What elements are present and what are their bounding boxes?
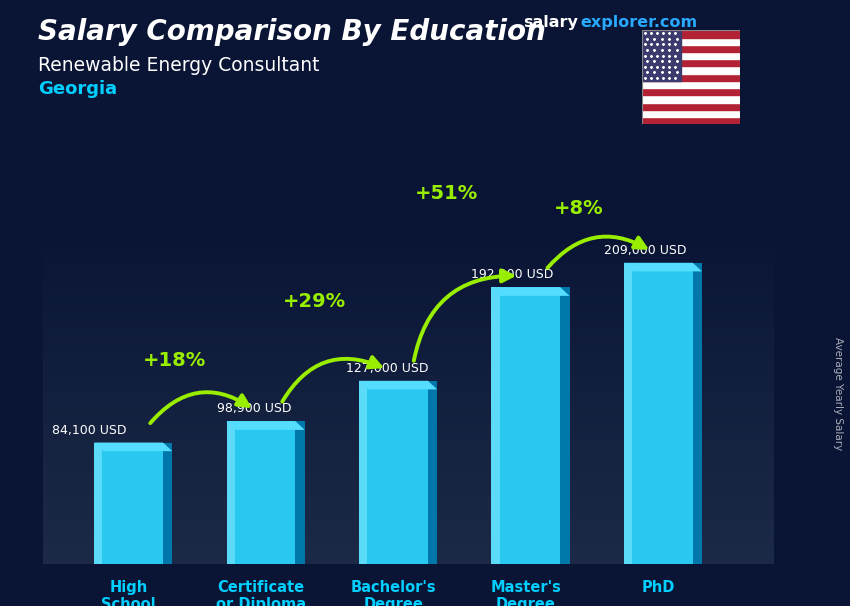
FancyBboxPatch shape: [227, 421, 296, 564]
Text: Renewable Energy Consultant: Renewable Energy Consultant: [38, 56, 320, 75]
Polygon shape: [94, 442, 173, 451]
Bar: [642, 59, 740, 67]
Text: +8%: +8%: [554, 199, 604, 218]
Polygon shape: [491, 287, 570, 296]
Bar: [642, 110, 740, 117]
FancyBboxPatch shape: [94, 442, 163, 564]
FancyBboxPatch shape: [359, 381, 428, 564]
Polygon shape: [163, 442, 173, 564]
Bar: [642, 102, 740, 110]
FancyBboxPatch shape: [491, 287, 560, 564]
Bar: [642, 38, 740, 45]
Bar: [642, 45, 740, 52]
FancyBboxPatch shape: [359, 381, 367, 564]
Text: Georgia: Georgia: [38, 80, 117, 98]
Text: +18%: +18%: [144, 351, 207, 370]
Polygon shape: [624, 263, 702, 271]
Bar: [642, 95, 740, 102]
Polygon shape: [428, 381, 437, 564]
Bar: [642, 52, 740, 59]
Text: 84,100 USD: 84,100 USD: [52, 424, 126, 437]
Text: +51%: +51%: [415, 184, 478, 203]
Text: Salary Comparison By Education: Salary Comparison By Education: [38, 18, 546, 46]
FancyBboxPatch shape: [94, 442, 102, 564]
FancyBboxPatch shape: [491, 287, 500, 564]
Polygon shape: [560, 287, 570, 564]
Text: 98,900 USD: 98,900 USD: [217, 402, 292, 416]
Text: explorer.com: explorer.com: [581, 15, 698, 30]
Bar: [642, 67, 740, 74]
Polygon shape: [227, 421, 304, 430]
Bar: [642, 117, 740, 124]
Text: salary: salary: [523, 15, 578, 30]
FancyBboxPatch shape: [227, 421, 235, 564]
Text: 127,000 USD: 127,000 USD: [346, 362, 428, 375]
Polygon shape: [693, 263, 702, 564]
Bar: [642, 30, 681, 81]
FancyBboxPatch shape: [624, 263, 693, 564]
Bar: [642, 74, 740, 81]
Text: +29%: +29%: [282, 292, 346, 311]
Polygon shape: [359, 381, 437, 390]
Polygon shape: [296, 421, 304, 564]
Text: 209,000 USD: 209,000 USD: [604, 244, 686, 257]
Text: 192,000 USD: 192,000 USD: [472, 268, 554, 282]
Text: Average Yearly Salary: Average Yearly Salary: [833, 338, 843, 450]
FancyBboxPatch shape: [624, 263, 632, 564]
Bar: [642, 81, 740, 88]
Bar: [642, 30, 740, 38]
Bar: [642, 88, 740, 95]
